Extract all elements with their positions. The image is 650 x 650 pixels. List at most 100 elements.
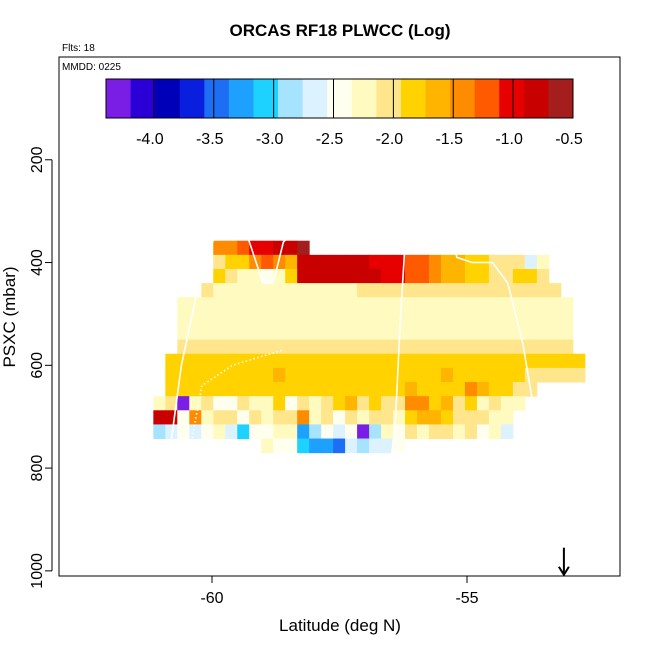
heatmap-cell bbox=[464, 339, 478, 355]
heatmap-cell bbox=[297, 438, 310, 454]
heatmap-cell bbox=[357, 382, 370, 397]
heatmap-cell bbox=[309, 311, 322, 326]
heatmap-cell bbox=[273, 297, 286, 312]
x-tick-label: -60 bbox=[200, 590, 223, 607]
heatmap-cell bbox=[261, 339, 274, 355]
heatmap-cell bbox=[464, 424, 478, 440]
colorbar-segment bbox=[302, 79, 328, 118]
colorbar-segment bbox=[523, 79, 549, 118]
heatmap-cell bbox=[429, 311, 442, 326]
heatmap-cell bbox=[357, 438, 370, 454]
flight-track-line bbox=[221, 493, 396, 562]
heatmap-cell bbox=[213, 396, 226, 411]
heatmap-cell bbox=[488, 339, 502, 355]
heatmap-cell bbox=[201, 283, 214, 298]
heatmap-cell bbox=[369, 438, 382, 454]
heatmap-cell bbox=[369, 353, 382, 369]
heatmap-cell bbox=[177, 325, 190, 341]
heatmap-cell bbox=[417, 325, 430, 341]
heatmap-cell bbox=[309, 254, 322, 270]
heatmap-cell bbox=[213, 240, 226, 256]
heatmap-cell bbox=[261, 382, 274, 397]
heatmap-cell bbox=[285, 353, 298, 369]
heatmap-cell bbox=[381, 367, 394, 383]
heatmap-cell bbox=[417, 254, 430, 270]
x-tick-label: -55 bbox=[455, 590, 478, 607]
heatmap-cell bbox=[536, 268, 550, 284]
heatmap-cell bbox=[285, 268, 298, 284]
heatmap-cell bbox=[369, 283, 382, 298]
heatmap-cell bbox=[512, 268, 526, 284]
heatmap-cell bbox=[369, 396, 382, 411]
heatmap-cell bbox=[309, 382, 322, 397]
heatmap-cell bbox=[476, 410, 490, 425]
heatmap-cell bbox=[297, 410, 310, 425]
heatmap-cell bbox=[261, 297, 274, 312]
heatmap-cell bbox=[213, 297, 226, 312]
heatmap-cell bbox=[560, 353, 574, 369]
heatmap-cell bbox=[476, 339, 490, 355]
heatmap-cell bbox=[237, 367, 250, 383]
y-tick-label: 1000 bbox=[29, 553, 46, 589]
heatmap-cell bbox=[476, 353, 490, 369]
heatmap-cell bbox=[165, 353, 178, 369]
heatmap-cell bbox=[524, 297, 538, 312]
heatmap-cell bbox=[405, 410, 418, 425]
heatmap-cell bbox=[393, 283, 406, 298]
heatmap-cell bbox=[405, 311, 418, 326]
heatmap-cell bbox=[452, 382, 466, 397]
heatmap-cell bbox=[440, 297, 454, 312]
heatmap-cell bbox=[524, 353, 538, 369]
flights-label: Flts: 18 bbox=[62, 43, 95, 54]
heatmap-cell bbox=[536, 254, 550, 270]
heatmap-cell bbox=[476, 325, 490, 341]
heatmap-cell bbox=[309, 438, 322, 454]
y-axis-label: PSXC (mbar) bbox=[0, 266, 19, 367]
heatmap-cell bbox=[333, 254, 346, 270]
heatmap-cell bbox=[213, 424, 226, 440]
heatmap-cell bbox=[393, 311, 406, 326]
heatmap-cell bbox=[488, 424, 502, 440]
heatmap-cell bbox=[476, 268, 490, 284]
heatmap-cell bbox=[429, 353, 442, 369]
heatmap-cell bbox=[369, 367, 382, 383]
heatmap-cell bbox=[488, 254, 502, 270]
heatmap-cell bbox=[237, 254, 250, 270]
heatmap-cell bbox=[321, 254, 334, 270]
heatmap-cell bbox=[213, 325, 226, 341]
heatmap-cell bbox=[405, 367, 418, 383]
heatmap-cell bbox=[536, 353, 550, 369]
heatmap-cell bbox=[452, 283, 466, 298]
heatmap-cell bbox=[369, 424, 382, 440]
heatmap-cell bbox=[273, 311, 286, 326]
heatmap-cell bbox=[177, 382, 190, 397]
heatmap-cell bbox=[500, 353, 514, 369]
heatmap-cell bbox=[345, 311, 358, 326]
heatmap-cell bbox=[201, 297, 214, 312]
heatmap-cell bbox=[249, 311, 262, 326]
arrow-head-icon bbox=[558, 566, 570, 577]
heatmap-cell bbox=[165, 382, 178, 397]
heatmap-cell bbox=[237, 240, 250, 256]
heatmap-cell bbox=[417, 382, 430, 397]
heatmap-cell bbox=[189, 382, 202, 397]
heatmap-cell bbox=[357, 311, 370, 326]
heatmap-cell bbox=[440, 424, 454, 440]
heatmap-cell bbox=[440, 339, 454, 355]
heatmap-cell bbox=[225, 268, 238, 284]
colorbar-segment bbox=[376, 79, 402, 118]
heatmap-cell bbox=[440, 254, 454, 270]
heatmap-cell bbox=[488, 311, 502, 326]
heatmap-cell bbox=[261, 438, 274, 454]
heatmap-cell bbox=[357, 367, 370, 383]
heatmap-cell bbox=[512, 367, 526, 383]
heatmap-cell bbox=[225, 382, 238, 397]
heatmap-cell bbox=[440, 382, 454, 397]
heatmap-cell bbox=[345, 297, 358, 312]
heatmap-cell bbox=[357, 424, 370, 440]
heatmap-cell bbox=[333, 339, 346, 355]
heatmap-cell bbox=[153, 424, 166, 440]
heatmap-cell bbox=[237, 424, 250, 440]
heatmap-cell bbox=[309, 297, 322, 312]
